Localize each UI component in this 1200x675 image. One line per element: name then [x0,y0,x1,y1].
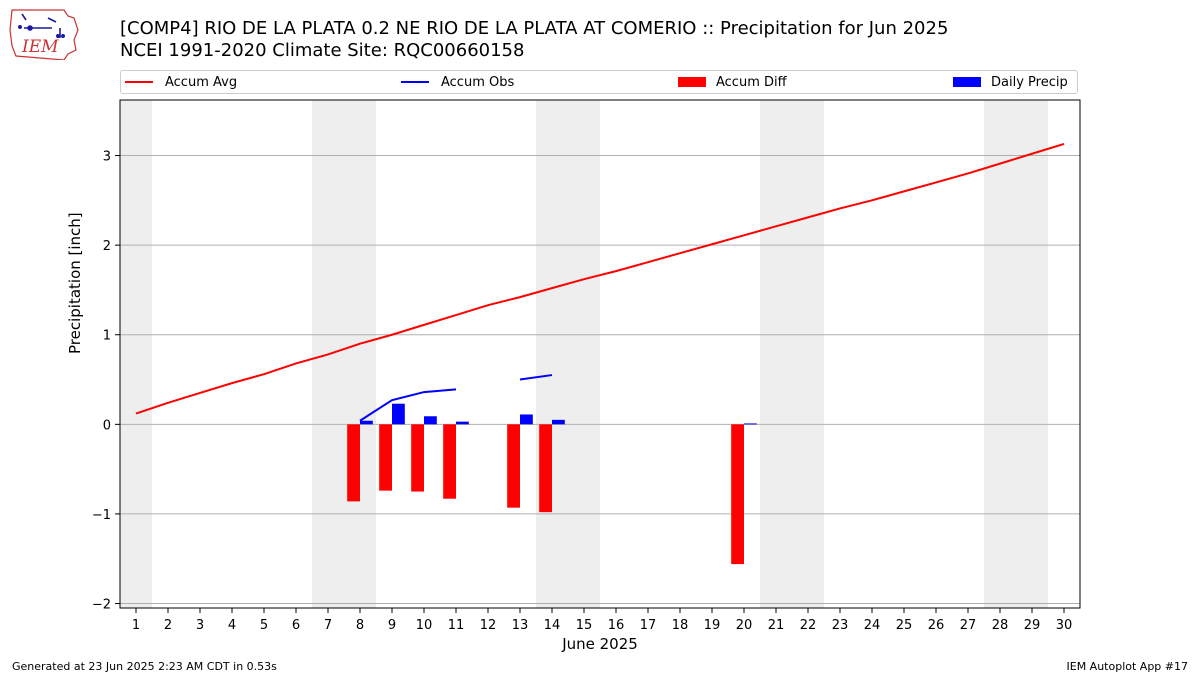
weekend-shade [536,100,600,608]
logo-text: IEM [21,37,59,57]
x-tick-label: 28 [992,618,1009,633]
accum-diff-bar [411,424,424,492]
x-tick-label: 29 [1024,618,1041,633]
accum-diff-bar [347,424,360,502]
x-tick-label: 27 [960,618,977,633]
x-tick-label: 13 [512,618,529,633]
x-tick-label: 20 [736,618,753,633]
weekend-shade [120,100,152,608]
daily-precip-bar [360,420,373,425]
accum-diff-bar [379,424,392,491]
x-tick-label: 2 [164,618,172,633]
legend-swatch-accum-avg [125,81,153,83]
x-tick-label: 14 [544,618,561,633]
y-axis-label: Precipitation [inch] [66,212,84,354]
legend-label-accum-avg: Accum Avg [165,74,238,90]
x-tick-label: 15 [576,618,593,633]
y-tick-label: 1 [103,329,111,344]
accum-diff-bar [539,424,552,513]
legend-item-accum-avg: Accum Avg [125,71,237,93]
y-tick-label: 2 [103,239,111,254]
legend-label-accum-diff: Accum Diff [716,74,787,90]
daily-precip-bar [520,414,533,425]
footer-generated: Generated at 23 Jun 2025 2:23 AM CDT in … [12,660,277,673]
x-tick-label: 5 [260,618,268,633]
accum-obs-line [359,388,457,422]
x-tick-label: 24 [864,618,881,633]
accum-diff-bar [507,424,520,508]
x-tick-label: 8 [356,618,364,633]
plot-frame [119,99,1081,609]
iem-logo: IEM [9,9,79,60]
x-tick-label: 21 [768,618,785,633]
chart-title: [COMP4] RIO DE LA PLATA 0.2 NE RIO DE LA… [120,18,949,39]
weekend-shade [312,100,376,608]
daily-precip-bar [456,421,469,425]
legend-swatch-daily-precip [953,77,981,87]
accum-avg-line [135,142,1065,415]
chart-subtitle: NCEI 1991-2020 Climate Site: RQC00660158 [120,40,525,61]
x-tick-label: 26 [928,618,945,633]
legend-label-accum-obs: Accum Obs [441,74,515,90]
legend-swatch-accum-diff [678,77,706,87]
x-tick-label: 16 [608,618,625,633]
daily-precip-bar [552,419,565,425]
weekend-shade [984,100,1048,608]
x-tick-label: 22 [800,618,817,633]
x-tick-label: 25 [896,618,913,633]
legend-swatch-accum-obs [401,81,429,83]
x-tick-label: 18 [672,618,689,633]
legend: Accum Avg Accum Obs Accum Diff Daily Pre… [120,70,1078,94]
x-tick-label: 6 [292,618,300,633]
footer-app: IEM Autoplot App #17 [1066,660,1189,673]
daily-precip-bar [392,403,405,425]
legend-item-accum-obs: Accum Obs [401,71,514,93]
x-tick-label: 30 [1056,618,1073,633]
x-tick-label: 3 [196,618,204,633]
accum-obs-line [519,374,553,381]
legend-item-accum-diff: Accum Diff [678,71,787,93]
weekend-shade [760,100,824,608]
x-tick-label: 9 [388,618,396,633]
x-tick-label: 11 [448,618,465,633]
accum-diff-bar [443,424,456,499]
accum-diff-bar [731,424,744,565]
x-tick-label: 19 [704,618,721,633]
y-tick-label: −2 [92,598,111,613]
x-axis-label: June 2025 [562,635,638,653]
y-tick-label: −1 [92,508,111,523]
x-tick-label: 7 [324,618,332,633]
y-tick-label: 0 [103,418,111,433]
x-tick-label: 12 [480,618,497,633]
x-tick-label: 23 [832,618,849,633]
x-tick-label: 1 [132,618,140,633]
legend-item-daily-precip: Daily Precip [953,71,1068,93]
y-tick-label: 3 [103,150,111,165]
daily-precip-bar [744,423,757,425]
legend-label-daily-precip: Daily Precip [991,74,1068,90]
x-tick-label: 10 [416,618,433,633]
daily-precip-bar [424,416,437,425]
x-tick-label: 17 [640,618,657,633]
x-tick-label: 4 [228,618,236,633]
